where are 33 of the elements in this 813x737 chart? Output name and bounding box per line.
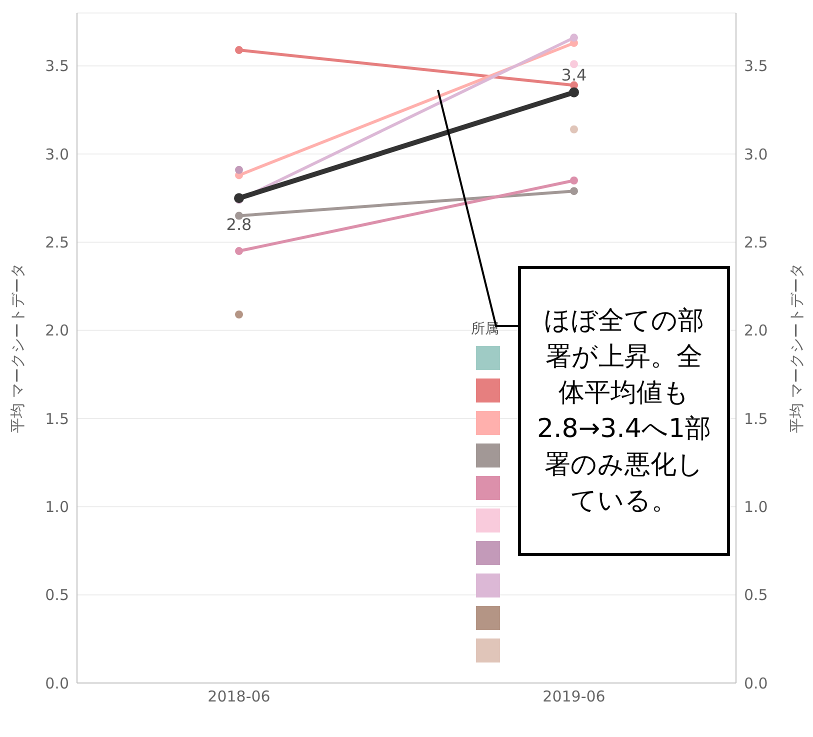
data-label: 2.8 bbox=[226, 215, 252, 234]
y2-tick-label: 3.5 bbox=[744, 57, 768, 76]
y-tick-label: 0.5 bbox=[45, 586, 69, 604]
point bbox=[570, 176, 578, 184]
point bbox=[235, 46, 243, 54]
point bbox=[235, 166, 243, 174]
point bbox=[570, 60, 578, 68]
y2-axis-title: 平均 マークシートデータ bbox=[787, 263, 806, 433]
y2-tick-label: 0.5 bbox=[744, 586, 768, 604]
data-label: 3.4 bbox=[561, 65, 587, 84]
point bbox=[570, 125, 578, 134]
y-tick-label: 1.0 bbox=[45, 498, 69, 516]
y2-tick-label: 1.5 bbox=[744, 410, 768, 428]
y-tick-label: 0.0 bbox=[45, 674, 69, 692]
point bbox=[569, 87, 579, 98]
point bbox=[235, 247, 243, 256]
point bbox=[235, 310, 243, 318]
y2-tick-label: 0.0 bbox=[744, 674, 768, 692]
y2-tick-label: 3.0 bbox=[744, 145, 768, 164]
x-tick-label: 2019-06 bbox=[542, 688, 606, 706]
x-tick-label: 2018-06 bbox=[208, 688, 270, 706]
y-tick-label: 2.5 bbox=[45, 234, 69, 252]
y-tick-label: 3.5 bbox=[45, 57, 69, 76]
callout-box: ほぼ全ての部署が上昇。全体平均値も2.8→3.4へ1部署のみ悪化している。 bbox=[518, 266, 730, 556]
y2-tick-label: 2.0 bbox=[744, 322, 768, 340]
y2-tick-label: 2.5 bbox=[744, 234, 768, 252]
y-tick-label: 2.0 bbox=[45, 322, 69, 340]
y2-tick-label: 1.0 bbox=[744, 498, 768, 516]
y-tick-label: 1.5 bbox=[45, 410, 69, 428]
point bbox=[570, 187, 578, 196]
y-tick-label: 3.0 bbox=[45, 145, 69, 164]
point bbox=[570, 34, 578, 42]
y-axis-title: 平均 マークシートデータ bbox=[8, 263, 26, 433]
